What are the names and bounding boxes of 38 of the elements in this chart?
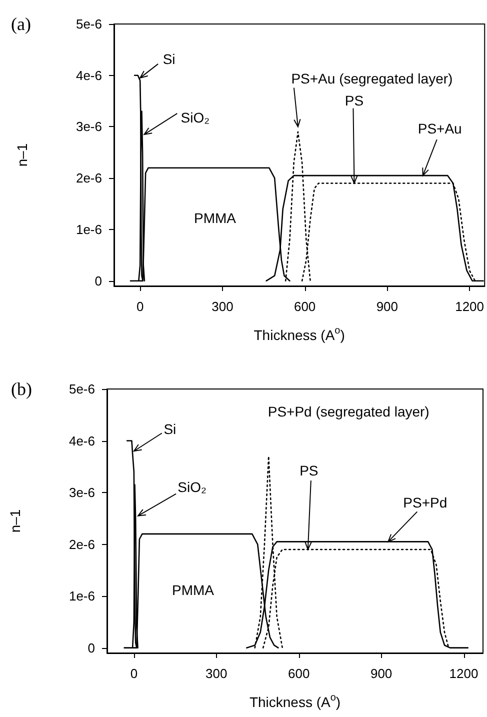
x-tick-label: 300 — [212, 299, 234, 314]
x-tick-label: 0 — [136, 299, 144, 314]
y-axis-title: n–1 — [7, 509, 23, 533]
annotation: Si — [162, 50, 176, 67]
y-tick-label: 5e-6 — [68, 382, 95, 396]
annotation: Si — [164, 421, 176, 438]
y-axis-title: n–1 — [14, 143, 30, 167]
y-tick-label: 1e-6 — [76, 222, 102, 237]
annotation: PS+Pd (segregated layer) — [268, 403, 430, 420]
y-tick-label: 3e-6 — [68, 485, 95, 500]
y-tick-label: 1e-6 — [68, 588, 95, 604]
chart-title: (b) — [11, 379, 32, 399]
y-tick-label: 2e-6 — [68, 536, 95, 552]
y-tick-label: 2e-6 — [76, 170, 102, 186]
annotation: PS+Au (segregated layer) — [291, 70, 453, 87]
x-tick-label: 900 — [376, 299, 398, 314]
annotation: PMMA — [194, 210, 237, 226]
y-tick-label: 5e-6 — [76, 16, 102, 32]
x-tick-label: 300 — [206, 666, 228, 681]
annotation: PMMA — [172, 582, 215, 598]
y-tick-label: 4e-6 — [76, 68, 102, 83]
annotation: PS — [300, 462, 318, 478]
chart-title: (a) — [11, 14, 31, 34]
annotation: PS+Au — [418, 120, 462, 137]
x-tick-label: 600 — [294, 299, 316, 314]
annotation: PS — [344, 92, 364, 108]
x-tick-label: 600 — [288, 666, 310, 681]
y-tick-label: 0 — [88, 640, 95, 656]
x-tick-label: 1200 — [449, 666, 478, 681]
x-tick-label: 900 — [370, 666, 392, 681]
annotation: SiO₂ — [180, 109, 210, 126]
y-tick-label: 4e-6 — [68, 433, 95, 448]
y-tick-label: 0 — [94, 273, 102, 288]
annotation: SiO₂ — [178, 478, 206, 495]
x-tick-label: 1200 — [455, 299, 484, 314]
annotation: PS+Pd — [403, 494, 448, 511]
x-tick-label: 0 — [130, 666, 138, 681]
y-tick-label: 3e-6 — [76, 119, 102, 134]
